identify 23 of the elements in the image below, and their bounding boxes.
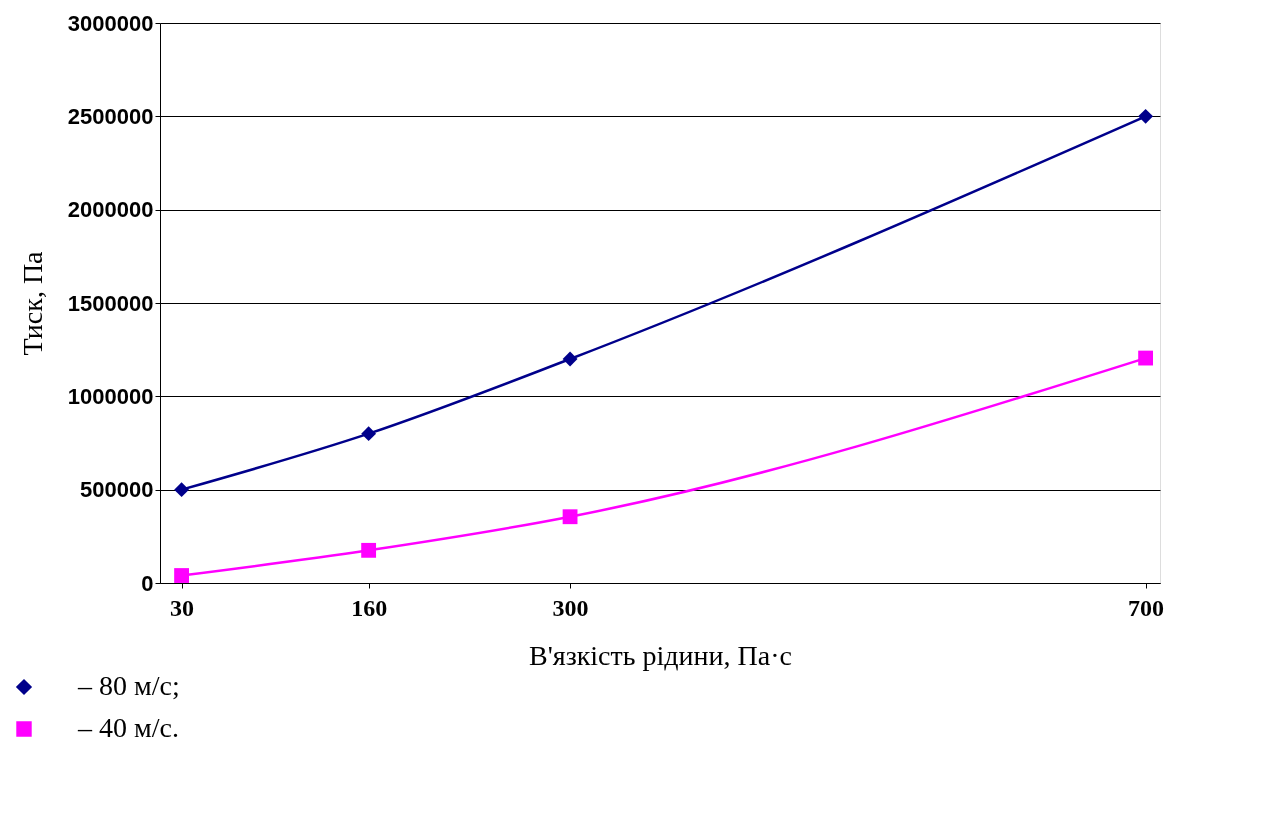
legend-label: – 40 м/с. xyxy=(77,712,179,743)
point xyxy=(174,482,189,498)
point xyxy=(1138,108,1154,124)
point xyxy=(361,542,377,558)
point xyxy=(1138,350,1154,366)
point xyxy=(174,568,189,583)
point xyxy=(562,509,578,525)
y-tick-label: 1000000 xyxy=(67,383,154,409)
point xyxy=(361,426,377,442)
point xyxy=(562,351,578,367)
x-tick-label: 300 xyxy=(552,594,589,621)
legend-label: – 80 м/с; xyxy=(77,670,180,701)
y-tick-label: 3000000 xyxy=(67,10,154,36)
y-axis-title: Тиск, Па xyxy=(16,250,48,356)
x-axis-title: В'язкість рідини, Па·с xyxy=(529,639,792,671)
y-tick-label: 2000000 xyxy=(67,197,154,223)
y-tick-label: 500000 xyxy=(80,477,154,503)
x-tick-label: 30 xyxy=(170,594,195,621)
y-tick-label: 2500000 xyxy=(67,103,154,129)
x-tick-label: 160 xyxy=(351,594,388,621)
x-tick-label: 700 xyxy=(1128,594,1165,621)
y-tick-label: 1500000 xyxy=(67,290,154,316)
y-tick-label: 0 xyxy=(141,570,154,596)
